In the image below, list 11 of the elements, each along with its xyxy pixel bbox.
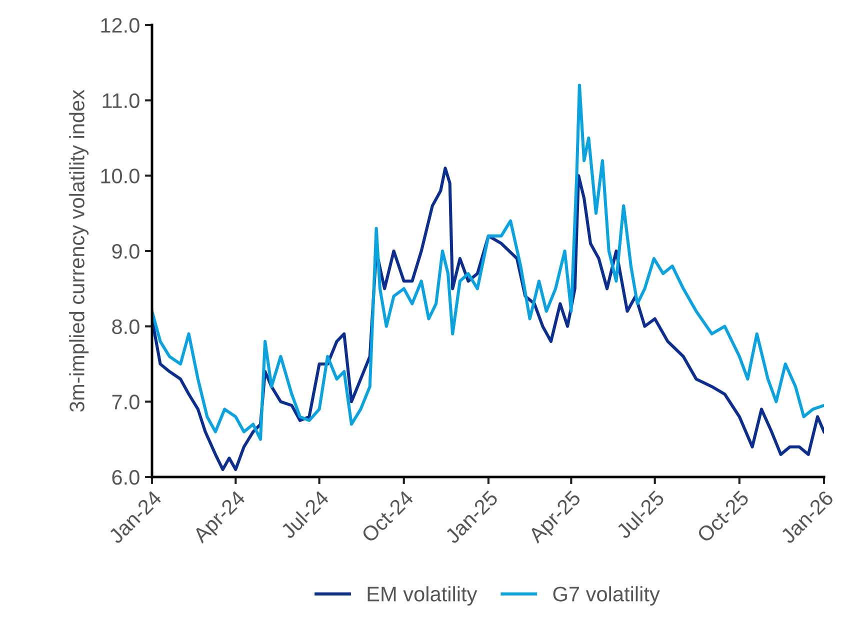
y-tick-label: 7.0 — [112, 394, 140, 410]
legend-label: G7 volatility — [553, 586, 660, 606]
y-tick-label: 12.0 — [101, 18, 140, 33]
legend-label: EM volatility — [368, 586, 478, 606]
y-tick-label: 6.0 — [112, 470, 140, 485]
y-tick-label: 10.0 — [101, 168, 140, 184]
y-tick-label: 11.0 — [102, 93, 140, 108]
line-series — [152, 84, 824, 441]
y-tick-label: 8.0 — [112, 319, 140, 334]
y-axis-title: 3m-implied currency volatility index — [69, 90, 89, 412]
y-tick-label: 9.0 — [112, 244, 140, 259]
